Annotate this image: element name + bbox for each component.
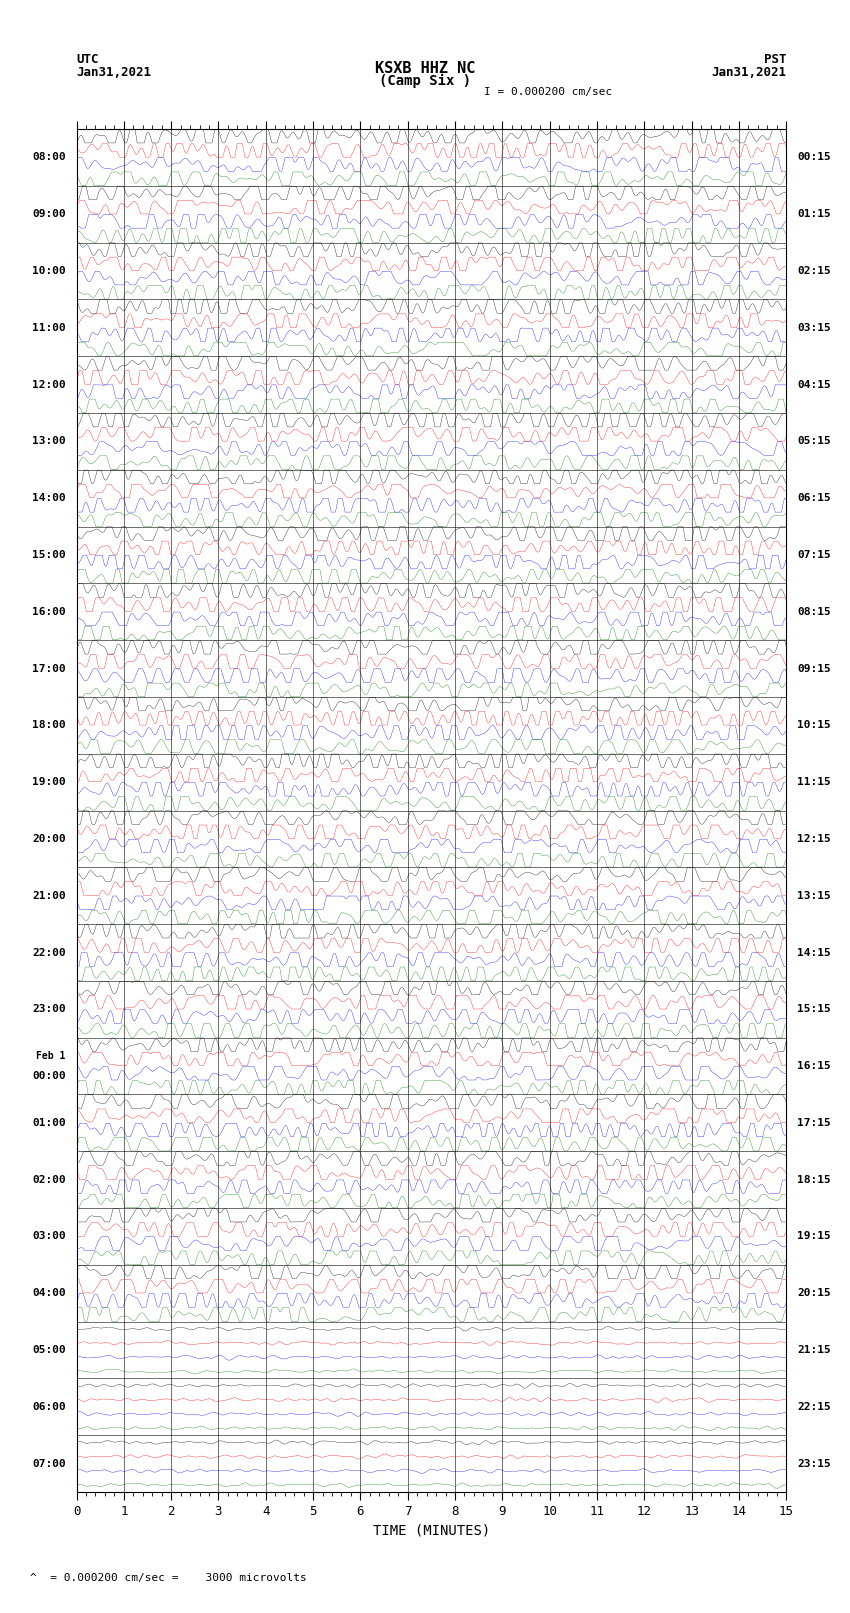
Text: 23:00: 23:00 [32,1005,65,1015]
Text: 15:00: 15:00 [32,550,65,560]
Text: 02:00: 02:00 [32,1174,65,1184]
Text: 03:00: 03:00 [32,1231,65,1242]
Text: 19:15: 19:15 [797,1231,830,1242]
Text: 05:00: 05:00 [32,1345,65,1355]
Text: 18:15: 18:15 [797,1174,830,1184]
Text: 12:15: 12:15 [797,834,830,844]
Text: 13:00: 13:00 [32,437,65,447]
Text: 01:00: 01:00 [32,1118,65,1127]
Text: 19:00: 19:00 [32,777,65,787]
Text: 16:15: 16:15 [797,1061,830,1071]
Text: I = 0.000200 cm/sec: I = 0.000200 cm/sec [484,87,613,97]
Text: Feb 1: Feb 1 [37,1052,65,1061]
Text: 03:15: 03:15 [797,323,830,332]
Text: 05:15: 05:15 [797,437,830,447]
X-axis label: TIME (MINUTES): TIME (MINUTES) [373,1524,490,1537]
Text: Jan31,2021: Jan31,2021 [76,66,151,79]
Text: 10:00: 10:00 [32,266,65,276]
Text: 17:15: 17:15 [797,1118,830,1127]
Text: 12:00: 12:00 [32,379,65,390]
Text: 09:00: 09:00 [32,210,65,219]
Text: 17:00: 17:00 [32,663,65,674]
Text: 15:15: 15:15 [797,1005,830,1015]
Text: 00:15: 00:15 [797,153,830,163]
Text: 02:15: 02:15 [797,266,830,276]
Text: PST: PST [764,53,786,66]
Text: 13:15: 13:15 [797,890,830,900]
Text: 23:15: 23:15 [797,1458,830,1468]
Text: 08:15: 08:15 [797,606,830,616]
Text: 21:15: 21:15 [797,1345,830,1355]
Text: 22:15: 22:15 [797,1402,830,1411]
Text: 11:15: 11:15 [797,777,830,787]
Text: 07:00: 07:00 [32,1458,65,1468]
Text: 18:00: 18:00 [32,721,65,731]
Text: 22:00: 22:00 [32,947,65,958]
Text: 14:15: 14:15 [797,947,830,958]
Text: 16:00: 16:00 [32,606,65,616]
Text: 04:00: 04:00 [32,1289,65,1298]
Text: 21:00: 21:00 [32,890,65,900]
Text: 00:00: 00:00 [32,1071,65,1081]
Text: ^  = 0.000200 cm/sec =    3000 microvolts: ^ = 0.000200 cm/sec = 3000 microvolts [30,1573,307,1582]
Text: Jan31,2021: Jan31,2021 [711,66,786,79]
Text: 07:15: 07:15 [797,550,830,560]
Text: 10:15: 10:15 [797,721,830,731]
Text: 06:00: 06:00 [32,1402,65,1411]
Text: 20:00: 20:00 [32,834,65,844]
Text: 09:15: 09:15 [797,663,830,674]
Text: 08:00: 08:00 [32,153,65,163]
Text: (Camp Six ): (Camp Six ) [379,74,471,89]
Text: 11:00: 11:00 [32,323,65,332]
Text: 04:15: 04:15 [797,379,830,390]
Text: KSXB HHZ NC: KSXB HHZ NC [375,61,475,76]
Text: 20:15: 20:15 [797,1289,830,1298]
Text: UTC: UTC [76,53,99,66]
Text: 01:15: 01:15 [797,210,830,219]
Text: 14:00: 14:00 [32,494,65,503]
Text: 06:15: 06:15 [797,494,830,503]
